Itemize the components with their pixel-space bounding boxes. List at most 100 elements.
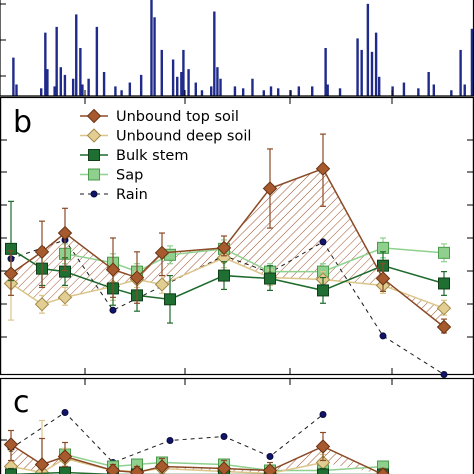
rain-bar: [44, 32, 47, 96]
rain-point: [61, 409, 69, 416]
unbound-top-soil-point: [105, 262, 121, 277]
sap-point: [438, 246, 450, 259]
soil-difference-hatch: [11, 444, 382, 474]
legend-label: Bulk stem: [116, 148, 188, 164]
panel-a-rain-bars: [0, 0, 474, 97]
rain-bar: [128, 82, 132, 96]
rain-bar: [81, 84, 84, 96]
rain-bar: [153, 17, 156, 97]
rain-bar: [180, 72, 183, 96]
rain-line: [10, 239, 445, 375]
sap-point: [88, 168, 100, 181]
rain-bar: [470, 28, 474, 96]
rain-bar: [63, 74, 67, 96]
rain-bar: [55, 26, 58, 97]
rain-bar: [402, 82, 406, 96]
rain-bar: [46, 69, 49, 96]
rain-bar: [95, 26, 99, 97]
rain-bar: [15, 84, 18, 96]
rain-bar: [356, 38, 359, 96]
rain-bar: [450, 90, 453, 96]
legend-label: Unbound deep soil: [116, 129, 251, 145]
unbound-top-soil-point: [3, 266, 19, 281]
rain-bar: [182, 49, 185, 96]
bulk-stem-point: [317, 468, 329, 474]
unbound-top-soil-point: [3, 437, 19, 452]
rain-bar: [216, 67, 219, 96]
panel-c-plot: c: [0, 377, 474, 474]
rain-bar: [59, 67, 62, 96]
rain-bar: [40, 88, 43, 96]
legend-entry-bulk-stem: Bulk stem: [80, 148, 188, 164]
panel-b-letter: b: [13, 105, 32, 140]
rain-point: [166, 437, 174, 444]
rain-bar: [139, 74, 143, 96]
bulk-stem-point: [88, 149, 100, 161]
unbound-deep-soil-point: [86, 128, 102, 143]
rain-bar: [360, 49, 363, 96]
rain-series: [7, 409, 327, 466]
unbound-top-soil-series: [3, 133, 452, 335]
rain-bar: [171, 59, 175, 96]
rain-bar: [297, 86, 301, 96]
rain-bar: [338, 88, 342, 96]
unbound-top-soil-point: [216, 461, 232, 474]
unbound-top-soil-line: [10, 443, 384, 474]
rain-bar: [277, 88, 280, 96]
rain-point: [440, 371, 448, 378]
rain-bar: [187, 69, 190, 96]
rain-point: [90, 190, 98, 198]
unbound-top-soil-point: [154, 459, 170, 474]
legend-label: Rain: [116, 187, 148, 203]
unbound-top-soil-point: [57, 449, 73, 464]
bulk-stem-point: [218, 269, 230, 282]
panel-b-frame: [0, 96, 474, 376]
unbound-top-soil-series: [3, 429, 390, 474]
unbound-top-soil-point: [57, 225, 73, 241]
bulk-stem-point: [438, 277, 450, 290]
rain-bar: [463, 84, 466, 96]
unbound-deep-soil-point: [154, 277, 170, 292]
unbound-deep-soil-point: [57, 290, 73, 305]
legend-label: Unbound top soil: [116, 109, 239, 125]
rain-bar: [12, 57, 15, 96]
legend-entry-rain: Rain: [80, 187, 148, 203]
rain-bar: [53, 86, 56, 96]
unbound-top-soil-point: [262, 463, 278, 474]
unbound-deep-soil-point: [436, 301, 452, 316]
panel-c-frame: [0, 377, 474, 474]
rain-bar: [370, 51, 374, 96]
rain-bar: [459, 49, 462, 96]
rain-bar: [289, 90, 292, 96]
legend-entry-unbound-deep-soil: Unbound deep soil: [80, 128, 251, 145]
rain-point: [319, 238, 327, 246]
unbound-top-soil-point: [34, 457, 50, 472]
unbound-top-soil-point: [315, 161, 331, 176]
rain-bar: [210, 86, 213, 96]
rain-bar: [311, 86, 314, 96]
unbound-top-soil-point: [105, 463, 121, 474]
unbound-top-soil-point: [262, 181, 278, 196]
rain-bar: [324, 48, 327, 96]
rain-point: [266, 453, 274, 460]
unbound-top-soil-point: [34, 244, 50, 260]
rain-bar: [417, 88, 420, 96]
legend-entry-sap: Sap: [80, 168, 143, 184]
rain-bar: [374, 32, 378, 96]
panel-b-plot: b Unbound top soil Unbound deep soil Bulk …: [0, 96, 474, 378]
unbound-top-soil-point: [376, 467, 390, 474]
unbound-top-soil-point: [129, 270, 145, 285]
bulk-stem-point: [264, 272, 276, 285]
rain-bar: [176, 76, 179, 96]
rain-point: [220, 433, 228, 440]
rain-bar: [71, 78, 75, 96]
legend-entry-unbound-top-soil: Unbound top soil: [80, 108, 239, 125]
rain-bar: [87, 78, 90, 96]
rain-point: [319, 411, 327, 418]
rain-bar: [432, 84, 436, 96]
rain-bar: [120, 90, 123, 96]
unbound-deep-soil-point: [34, 297, 50, 312]
unbound-top-soil-point: [436, 319, 452, 335]
rain-bar: [102, 72, 106, 96]
